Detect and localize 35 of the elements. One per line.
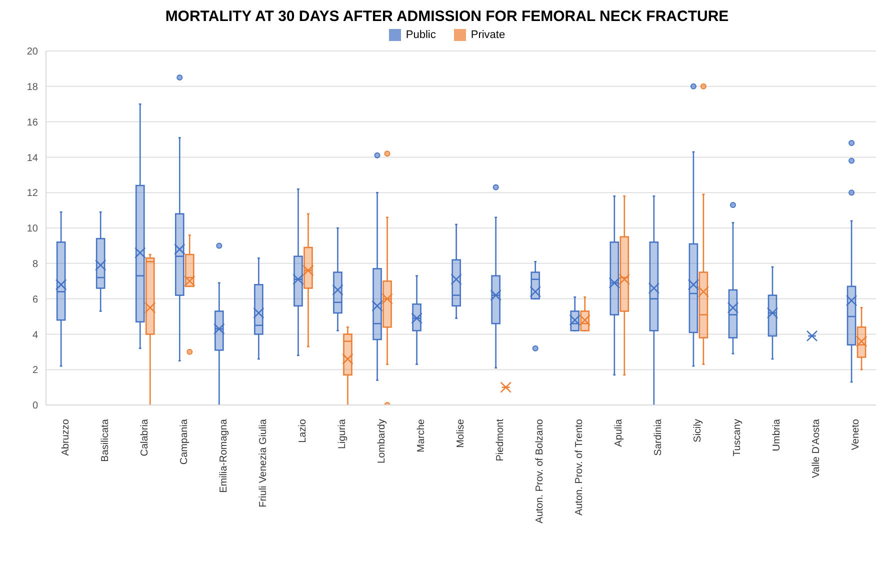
x-tick-label: Emilia-Romagna [218, 418, 230, 493]
y-tick-label: 20 [26, 46, 38, 58]
x-tick-label: Abruzzo [60, 418, 72, 456]
x-tick-label: Piedmont [495, 418, 506, 462]
chart-title: MORTALITY AT 30 DAYS AFTER ADMISSION FOR FEMORAL NECK FRACTURE [164, 8, 730, 25]
x-tick-label: Veneto [850, 418, 862, 450]
y-tick-label: 12 [26, 188, 38, 200]
x-tick-label: Lazio [297, 418, 308, 443]
y-tick-label: 6 [32, 294, 38, 306]
x-tick-label: Umbria [772, 418, 783, 452]
x-tick-label: Auton. Prov. of Bolzano [534, 418, 546, 524]
x-tick-label: Tuscany [732, 419, 744, 456]
x-tick-label: Lombardy [376, 419, 388, 464]
x-tick-label: Valle D'Aosta [811, 418, 822, 478]
x-tick-label: Friuli Venezia Giulia [258, 418, 269, 508]
x-tick-label: Liguria [336, 418, 348, 450]
x-tick-label: Sardinia [653, 418, 664, 456]
y-tick-label: 10 [26, 224, 38, 235]
y-tick-label: 16 [26, 117, 38, 128]
x-tick-label: Apulia [614, 418, 625, 447]
x-tick-label: Campania [178, 418, 190, 465]
y-tick-label: 18 [26, 82, 38, 93]
x-tick-label: Sicily [692, 419, 704, 442]
x-tick-label: Marche [416, 418, 427, 452]
y-tick-label: 8 [32, 258, 38, 270]
x-tick-label: Auton. Prov. of Trento [574, 418, 586, 516]
y-tick-label: 0 [32, 400, 38, 412]
x-tick-label: Calabria [139, 418, 150, 456]
y-tick-label: 2 [32, 365, 38, 376]
x-tick-label: Molise [456, 418, 466, 448]
legend-label: Private [470, 29, 506, 41]
y-tick-label: 4 [32, 330, 38, 341]
x-tick-label: Basilicata [100, 418, 111, 462]
legend-label: Public [404, 29, 436, 41]
y-tick-label: 14 [26, 152, 38, 164]
